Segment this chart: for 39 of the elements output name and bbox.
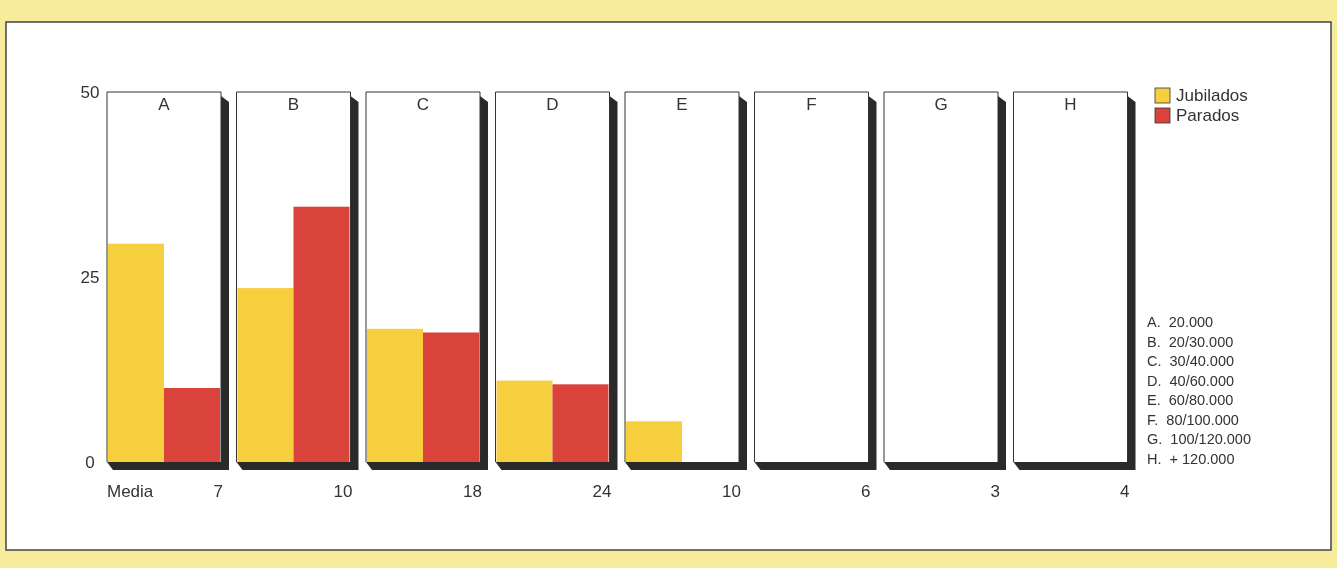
text: D. 40/60.000 bbox=[1147, 372, 1235, 389]
text: A. 20.000 bbox=[1147, 314, 1214, 330]
text: 3 bbox=[990, 482, 1000, 501]
x-tick-label: B bbox=[287, 95, 300, 114]
text: 7 bbox=[213, 482, 223, 501]
bar bbox=[626, 421, 682, 462]
bar bbox=[496, 380, 553, 462]
y-tick-label: 50 bbox=[80, 83, 100, 102]
bar bbox=[237, 288, 294, 462]
legend-label: Parados bbox=[1176, 106, 1240, 125]
x-tick-label: E bbox=[676, 95, 688, 114]
text: 4 bbox=[1120, 482, 1130, 501]
x-tick-label: A bbox=[158, 95, 171, 114]
x-tick-label: C bbox=[416, 95, 430, 114]
text: 24 bbox=[592, 482, 612, 501]
text: G. 100/120.000 bbox=[1147, 431, 1251, 447]
x-tick-label: F bbox=[806, 95, 817, 114]
text: 10 bbox=[333, 482, 353, 501]
bar bbox=[293, 206, 350, 462]
text: 18 bbox=[463, 482, 482, 501]
x-tick-label: D bbox=[546, 95, 559, 114]
x-tick-label: H bbox=[1064, 95, 1077, 114]
text: B. 20/30.000 bbox=[1147, 333, 1234, 350]
text: E. 60/80.000 bbox=[1147, 392, 1234, 408]
y-tick-label: 25 bbox=[80, 268, 100, 287]
bar bbox=[552, 384, 609, 462]
bar bbox=[367, 328, 423, 462]
text: 6 bbox=[861, 482, 871, 501]
text: H. + 120.000 bbox=[1147, 450, 1235, 467]
text: C. 30/40.000 bbox=[1147, 353, 1235, 369]
x-tick-label: G bbox=[934, 95, 948, 114]
y-tick-label: 0 bbox=[85, 453, 95, 472]
bar bbox=[108, 243, 164, 462]
text: 10 bbox=[722, 482, 741, 501]
legend-label: Jubilados bbox=[1176, 86, 1248, 105]
text: Media bbox=[107, 482, 154, 501]
text: F. 80/100.000 bbox=[1147, 411, 1239, 428]
bar bbox=[423, 332, 479, 462]
bar bbox=[164, 388, 220, 462]
